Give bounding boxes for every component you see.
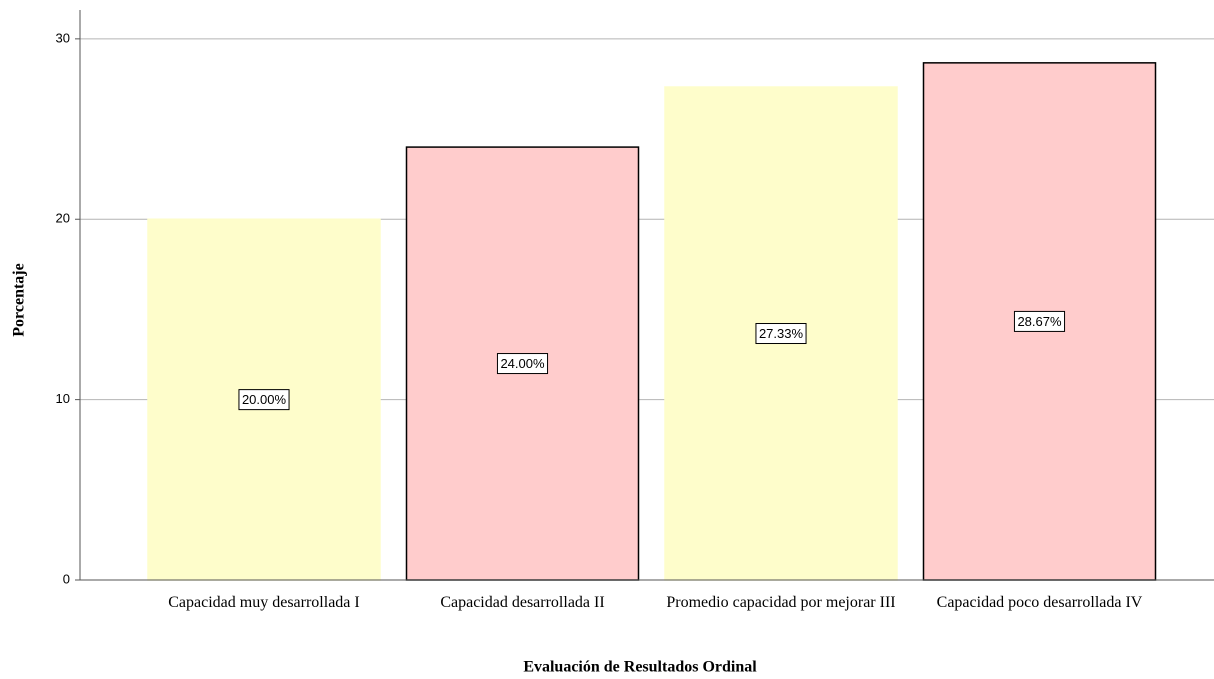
value-label-box [238,389,290,411]
y-tick-label: 30 [56,30,70,45]
x-tick-label: Promedio capacidad por mejorar III [666,594,896,611]
bar [147,218,381,581]
value-label: 27.33% [759,326,804,341]
value-label: 24.00% [500,356,545,371]
value-label-box [755,323,807,345]
value-label-box [496,353,549,375]
y-tick-label: 0 [63,571,70,586]
value-label: 20.00% [242,392,287,407]
value-label-box [1013,310,1066,332]
x-tick-label: Capacidad desarrollada II [440,594,605,611]
x-tick-label: Capacidad muy desarrollada I [168,594,360,611]
y-axis-title: Porcentaje [11,263,28,336]
x-axis-title: Evaluación de Resultados Ordinal [523,659,757,676]
value-label: 28.67% [1017,314,1062,329]
y-tick-label: 10 [56,391,70,406]
y-tick-label: 20 [56,211,70,226]
x-tick-label: Capacidad poco desarrollada IV [936,594,1143,611]
